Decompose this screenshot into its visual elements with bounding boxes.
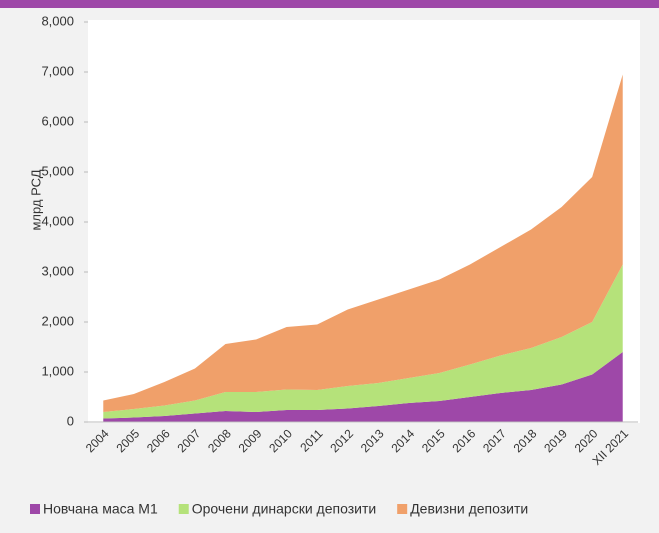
y-tick-label: 1,000	[41, 363, 74, 378]
x-tick-label: 2012	[327, 426, 356, 455]
legend-swatch	[30, 504, 40, 514]
legend-label: Орочени динарски депозити	[192, 501, 376, 517]
legend-swatch	[397, 504, 408, 514]
y-tick-label: 6,000	[41, 113, 74, 128]
x-tick-label: 2006	[144, 426, 173, 455]
y-tick-label: 2,000	[41, 313, 74, 328]
legend-swatch	[178, 504, 189, 514]
x-tick-label: 2008	[205, 426, 234, 455]
legend-label: Девизни депозити	[410, 501, 528, 517]
x-tick-label: 2005	[113, 426, 142, 455]
top-bar	[0, 0, 659, 8]
x-tick-label: 2010	[266, 426, 295, 455]
x-tick-label: 2014	[388, 426, 417, 455]
y-tick-label: 0	[67, 413, 74, 428]
area	[103, 352, 623, 422]
y-tick-label: 7,000	[41, 63, 74, 78]
x-tick-label: 2007	[175, 426, 204, 455]
area	[103, 74, 623, 412]
x-tick-label: 2004	[83, 426, 112, 455]
x-tick-label: 2019	[541, 426, 570, 455]
x-tick-label: 2018	[511, 426, 540, 455]
y-tick-label: 5,000	[41, 163, 74, 178]
x-tick-label: 2015	[419, 426, 448, 455]
y-axis-label: млрд РСД	[28, 169, 43, 230]
y-tick-label: 4,000	[41, 213, 74, 228]
x-tick-label: 2009	[236, 426, 265, 455]
legend-label: Новчана маса М1	[43, 501, 158, 517]
area	[103, 264, 623, 419]
y-tick-label: 8,000	[41, 13, 74, 28]
x-tick-label: 2017	[480, 426, 509, 455]
x-tick-label: 2013	[358, 426, 387, 455]
y-tick-label: 3,000	[41, 263, 74, 278]
x-tick-label: 2016	[450, 426, 479, 455]
x-tick-label: 2011	[297, 426, 325, 454]
